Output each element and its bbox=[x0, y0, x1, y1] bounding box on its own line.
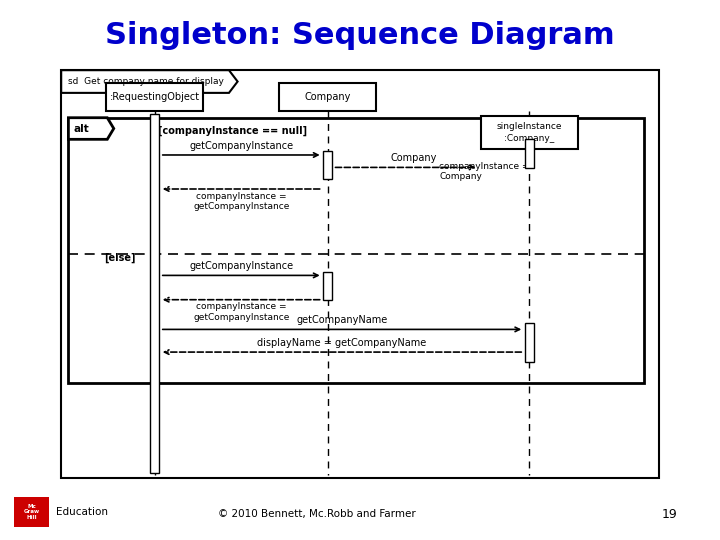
Bar bbox=[279, 83, 376, 111]
Text: companyInstance =
getCompanyInstance: companyInstance = getCompanyInstance bbox=[193, 192, 289, 211]
Text: getCompanyInstance: getCompanyInstance bbox=[189, 140, 293, 151]
Text: :Company_: :Company_ bbox=[504, 134, 554, 143]
Text: [else]: [else] bbox=[104, 253, 136, 264]
Text: Company: Company bbox=[391, 153, 437, 163]
Bar bbox=[107, 83, 203, 111]
Text: Education: Education bbox=[56, 507, 108, 517]
Polygon shape bbox=[68, 118, 114, 139]
Text: © 2010 Bennett, Mc.Robb and Farmer: © 2010 Bennett, Mc.Robb and Farmer bbox=[218, 509, 415, 519]
Text: alt: alt bbox=[73, 124, 89, 133]
Text: displayName = getCompanyName: displayName = getCompanyName bbox=[257, 338, 427, 348]
Bar bbox=[150, 114, 160, 472]
Bar bbox=[524, 139, 534, 168]
Bar bbox=[323, 272, 333, 300]
Bar bbox=[14, 497, 49, 526]
Text: :RequestingObject: :RequestingObject bbox=[109, 92, 200, 102]
Bar bbox=[481, 116, 577, 148]
Text: Company: Company bbox=[305, 92, 351, 102]
Bar bbox=[323, 151, 333, 179]
Text: [companyInstance == null]: [companyInstance == null] bbox=[158, 125, 307, 136]
Bar bbox=[61, 70, 659, 478]
Text: singleInstance: singleInstance bbox=[497, 123, 562, 131]
Text: 19: 19 bbox=[662, 508, 678, 521]
Text: sd  Get company name for display: sd Get company name for display bbox=[68, 77, 223, 86]
Text: Singleton: Sequence Diagram: Singleton: Sequence Diagram bbox=[105, 21, 615, 50]
Text: getCompanyInstance: getCompanyInstance bbox=[189, 261, 293, 271]
Bar bbox=[524, 323, 534, 362]
Polygon shape bbox=[61, 70, 238, 93]
Text: companyInstance =
Company: companyInstance = Company bbox=[439, 162, 530, 181]
Bar bbox=[68, 118, 644, 383]
Text: Mc
Graw
Hill: Mc Graw Hill bbox=[24, 504, 40, 519]
Text: companyInstance =
getCompanyInstance: companyInstance = getCompanyInstance bbox=[193, 302, 289, 322]
Text: getCompanyName: getCompanyName bbox=[297, 315, 387, 325]
